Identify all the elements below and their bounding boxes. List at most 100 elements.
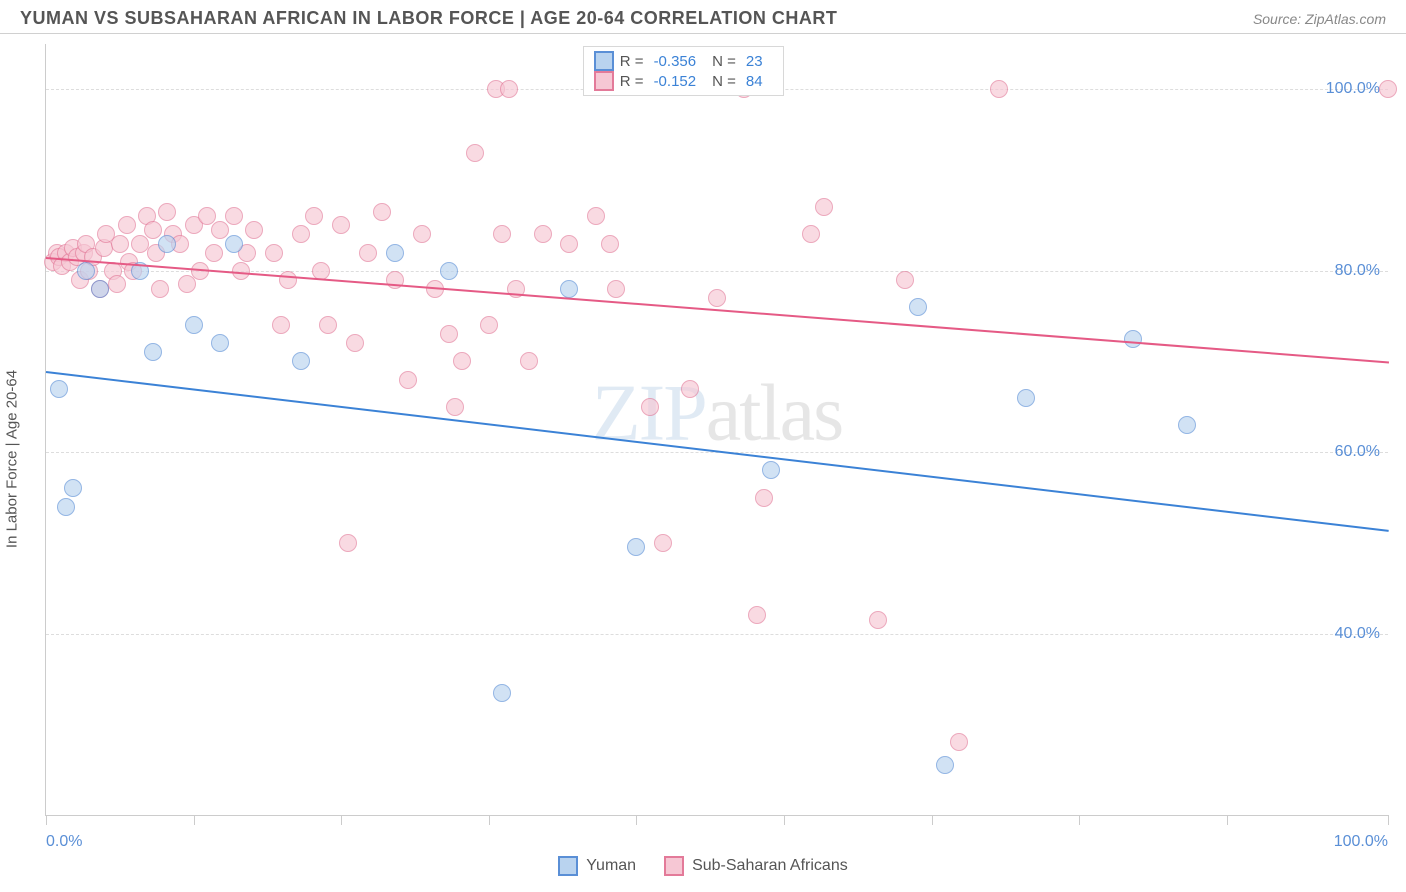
data-point-subsaharan — [815, 198, 833, 216]
data-point-subsaharan — [896, 271, 914, 289]
data-point-yuman — [144, 343, 162, 361]
data-point-subsaharan — [708, 289, 726, 307]
y-axis-title: In Labor Force | Age 20-64 — [4, 370, 21, 548]
legend-swatch — [594, 71, 614, 91]
legend-swatch — [558, 856, 578, 876]
data-point-yuman — [936, 756, 954, 774]
legend-series-label: Sub-Saharan Africans — [692, 857, 848, 875]
data-point-subsaharan — [446, 398, 464, 416]
legend-bottom: Yuman Sub-Saharan Africans — [0, 856, 1406, 876]
data-point-subsaharan — [108, 275, 126, 293]
data-point-yuman — [225, 235, 243, 253]
data-point-subsaharan — [466, 144, 484, 162]
data-point-subsaharan — [332, 216, 350, 234]
data-point-yuman — [627, 538, 645, 556]
x-tick — [46, 815, 47, 825]
legend-n-value: 84 — [746, 73, 763, 90]
data-point-subsaharan — [178, 275, 196, 293]
data-point-yuman — [386, 244, 404, 262]
data-point-subsaharan — [500, 80, 518, 98]
watermark: ZIPatlas — [592, 369, 843, 460]
data-point-subsaharan — [225, 207, 243, 225]
legend-n-label: N = — [712, 73, 736, 90]
data-point-yuman — [493, 684, 511, 702]
data-point-subsaharan — [654, 534, 672, 552]
data-point-subsaharan — [755, 489, 773, 507]
data-point-subsaharan — [560, 235, 578, 253]
data-point-subsaharan — [534, 225, 552, 243]
x-tick — [489, 815, 490, 825]
legend-n-value: 23 — [746, 53, 763, 70]
data-point-yuman — [211, 334, 229, 352]
data-point-subsaharan — [601, 235, 619, 253]
x-tick — [1388, 815, 1389, 825]
data-point-yuman — [1124, 330, 1142, 348]
data-point-subsaharan — [950, 733, 968, 751]
y-tick-label: 100.0% — [1326, 80, 1380, 98]
data-point-subsaharan — [399, 371, 417, 389]
chart-title: YUMAN VS SUBSAHARAN AFRICAN IN LABOR FOR… — [20, 8, 837, 29]
data-point-subsaharan — [453, 352, 471, 370]
legend-swatch — [594, 51, 614, 71]
x-tick — [636, 815, 637, 825]
data-point-subsaharan — [265, 244, 283, 262]
chart-container: In Labor Force | Age 20-64 ZIPatlas 40.0… — [0, 34, 1406, 884]
y-tick-label: 60.0% — [1335, 443, 1380, 461]
data-point-subsaharan — [292, 225, 310, 243]
data-point-subsaharan — [373, 203, 391, 221]
legend-r-value: -0.152 — [654, 73, 697, 90]
legend-series-label: Yuman — [586, 857, 636, 875]
data-point-subsaharan — [118, 216, 136, 234]
x-tick — [1079, 815, 1080, 825]
legend-item: Yuman — [558, 856, 636, 876]
data-point-yuman — [77, 262, 95, 280]
data-point-subsaharan — [305, 207, 323, 225]
data-point-subsaharan — [520, 352, 538, 370]
data-point-subsaharan — [802, 225, 820, 243]
legend-r-label: R = — [620, 53, 644, 70]
legend-n-label: N = — [712, 53, 736, 70]
source-label: Source: ZipAtlas.com — [1253, 11, 1386, 27]
data-point-yuman — [64, 479, 82, 497]
data-point-subsaharan — [480, 316, 498, 334]
y-tick-label: 80.0% — [1335, 262, 1380, 280]
data-point-subsaharan — [1379, 80, 1397, 98]
data-point-subsaharan — [869, 611, 887, 629]
data-point-yuman — [91, 280, 109, 298]
data-point-subsaharan — [158, 203, 176, 221]
data-point-subsaharan — [587, 207, 605, 225]
data-point-subsaharan — [319, 316, 337, 334]
x-tick — [784, 815, 785, 825]
data-point-subsaharan — [493, 225, 511, 243]
x-tick — [341, 815, 342, 825]
plot-area: ZIPatlas 40.0%60.0%80.0%100.0%0.0%100.0%… — [45, 44, 1388, 816]
data-point-yuman — [1017, 389, 1035, 407]
data-point-subsaharan — [413, 225, 431, 243]
data-point-yuman — [185, 316, 203, 334]
legend-row: R = -0.356 N = 23 — [594, 51, 773, 71]
x-tick-label-right: 100.0% — [1334, 833, 1388, 851]
data-point-subsaharan — [205, 244, 223, 262]
legend-r-value: -0.356 — [654, 53, 697, 70]
data-point-subsaharan — [359, 244, 377, 262]
data-point-yuman — [560, 280, 578, 298]
trendline-subsaharan — [46, 257, 1389, 363]
data-point-subsaharan — [111, 235, 129, 253]
legend-swatch — [664, 856, 684, 876]
legend-item: Sub-Saharan Africans — [664, 856, 848, 876]
data-point-yuman — [1178, 416, 1196, 434]
data-point-subsaharan — [339, 534, 357, 552]
data-point-subsaharan — [346, 334, 364, 352]
data-point-subsaharan — [279, 271, 297, 289]
x-tick — [194, 815, 195, 825]
data-point-subsaharan — [681, 380, 699, 398]
data-point-yuman — [440, 262, 458, 280]
data-point-yuman — [292, 352, 310, 370]
x-tick — [932, 815, 933, 825]
x-tick-label-left: 0.0% — [46, 833, 82, 851]
legend-row: R =-0.152N =84 — [594, 71, 773, 91]
data-point-subsaharan — [607, 280, 625, 298]
data-point-yuman — [762, 461, 780, 479]
data-point-subsaharan — [151, 280, 169, 298]
data-point-subsaharan — [245, 221, 263, 239]
